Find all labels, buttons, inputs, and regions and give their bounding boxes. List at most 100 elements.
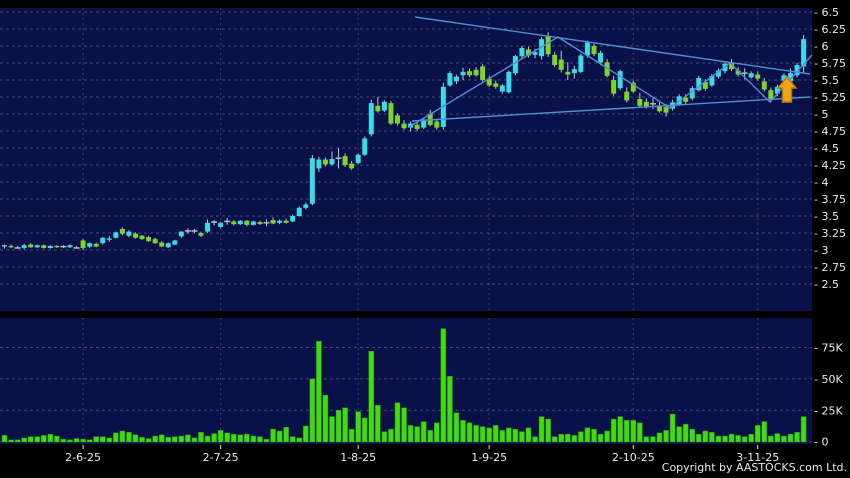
volume-bar — [650, 436, 656, 443]
volume-bar — [250, 435, 257, 443]
volume-bar — [231, 433, 237, 443]
candle-body — [388, 103, 394, 124]
candle-body — [755, 74, 761, 79]
volume-bar — [257, 436, 263, 443]
volume-bar — [551, 436, 558, 443]
volume-bar — [597, 433, 604, 443]
volume-bar — [394, 402, 401, 443]
candle-body — [480, 66, 486, 80]
candle-body — [309, 158, 315, 204]
volume-bar — [774, 433, 781, 443]
candle-body — [290, 216, 296, 222]
candle-body — [113, 232, 119, 238]
volume-bar — [355, 411, 361, 443]
buy-arrow-icon — [776, 75, 798, 103]
candle-body — [322, 159, 328, 165]
price-axis-label: - 2.5 — [814, 278, 839, 291]
volume-bar — [499, 430, 506, 443]
volume-bar — [276, 430, 283, 443]
candle-body — [512, 56, 518, 74]
candle-body — [794, 65, 800, 76]
price-axis-label: - 6.25 — [814, 23, 846, 36]
volume-bar — [434, 422, 440, 443]
volume-bar — [637, 422, 643, 443]
candle-body — [368, 103, 374, 135]
price-axis-label: - 4.75 — [814, 125, 846, 138]
volume-bar — [512, 428, 519, 443]
volume-bar — [348, 428, 355, 443]
candle-body — [218, 222, 224, 227]
candle-body — [460, 71, 466, 76]
volume-axis-label: - 0 — [814, 436, 828, 449]
volume-bar — [630, 420, 637, 443]
candle-body — [434, 121, 440, 128]
volume-bar — [571, 435, 578, 443]
volume-bar — [322, 394, 329, 443]
candle-body — [506, 71, 512, 93]
candle-body — [395, 115, 400, 124]
volume-bar — [401, 407, 407, 443]
volume-bar — [178, 435, 185, 443]
annotation-lines — [408, 16, 813, 128]
volume-bar — [558, 433, 564, 443]
volume-bar — [440, 328, 447, 443]
candle-body — [87, 243, 93, 247]
candle-body — [296, 207, 302, 216]
candle-body — [611, 80, 617, 94]
candle-body — [270, 220, 276, 224]
price-axis-label: - 2.75 — [814, 261, 846, 274]
volume-bar — [794, 432, 800, 443]
volume-bar — [14, 439, 21, 443]
volume-bar — [741, 436, 748, 443]
price-axis-label: - 3.75 — [814, 193, 846, 206]
candle-body — [584, 42, 590, 56]
candle-body — [34, 245, 40, 248]
volume-bar — [270, 428, 276, 443]
candle-body — [768, 90, 774, 100]
volume-bar — [663, 430, 669, 443]
volume-bar — [263, 438, 270, 443]
volume-bar — [761, 421, 768, 443]
volume-bar — [479, 426, 486, 443]
volume-bar — [755, 425, 761, 443]
candle-body — [355, 154, 361, 163]
candle-body — [316, 159, 322, 169]
date-axis: 2-6-25 2-7-25 1-8-25 1-9-25 2-10-25 3-11-25 — [65, 445, 779, 464]
volume-bar — [800, 416, 807, 443]
volume-bar — [656, 432, 663, 443]
candle-body — [303, 204, 309, 208]
volume-bar — [506, 427, 512, 443]
volume-bar — [676, 426, 682, 443]
candle-body — [702, 82, 708, 89]
volume-bar — [689, 428, 695, 443]
volume-bar — [735, 435, 741, 443]
volume-bar — [532, 436, 538, 443]
candle-body — [761, 81, 767, 90]
volume-bar — [473, 425, 479, 443]
candle-body — [663, 107, 669, 113]
candle-body — [624, 91, 630, 101]
volume-bar — [86, 439, 93, 443]
volume-bar — [682, 423, 689, 443]
candle-body — [788, 73, 793, 82]
volume-bar — [493, 425, 499, 443]
candle-body — [696, 77, 702, 91]
candle-body — [119, 228, 125, 234]
candle-body — [519, 48, 525, 57]
candle-body — [54, 245, 60, 248]
volume-bar — [715, 435, 722, 443]
candle-body — [283, 220, 289, 223]
candle-body — [591, 46, 597, 55]
volume-bar — [158, 434, 165, 443]
price-axis-label: - 3 — [814, 244, 828, 257]
volume-bar — [447, 376, 453, 443]
volume-bar — [643, 436, 650, 443]
volume-bar — [67, 439, 73, 443]
volume-bar — [669, 413, 676, 443]
candle-body — [277, 220, 283, 223]
candle-body — [630, 82, 636, 92]
candle-body — [414, 124, 420, 129]
candle-body — [447, 73, 453, 86]
candle-body — [493, 83, 499, 87]
candle-body — [2, 245, 7, 247]
